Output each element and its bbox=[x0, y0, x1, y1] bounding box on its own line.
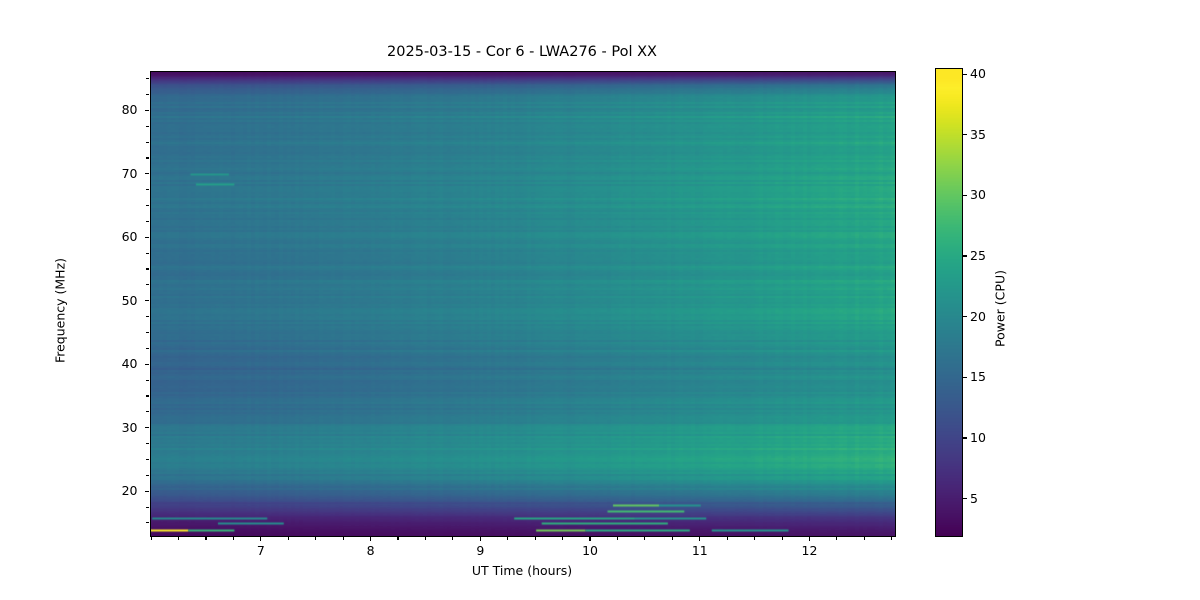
y-axis-minor-tick bbox=[145, 125, 149, 127]
x-axis-label: UT Time (hours) bbox=[471, 563, 573, 578]
y-axis-tick bbox=[144, 109, 149, 111]
x-axis-minor-tick bbox=[534, 536, 536, 540]
y-axis-minor-tick bbox=[145, 458, 149, 460]
y-axis-tick bbox=[144, 363, 149, 365]
x-axis-tick bbox=[589, 536, 591, 541]
x-axis-tick-label: 7 bbox=[256, 543, 265, 558]
colorbar-label: Power (CPU) bbox=[992, 270, 1008, 347]
y-axis-minor-tick bbox=[145, 316, 149, 318]
y-axis-minor-tick bbox=[145, 284, 149, 286]
x-axis-minor-tick bbox=[424, 536, 426, 540]
y-axis-tick bbox=[144, 490, 149, 492]
colorbar-tick bbox=[962, 316, 967, 318]
x-axis-minor-tick bbox=[754, 536, 756, 540]
colorbar-tick bbox=[962, 194, 967, 196]
y-axis-minor-tick bbox=[145, 522, 149, 524]
x-axis-minor-tick bbox=[342, 536, 344, 540]
y-axis-tick-label: 60 bbox=[121, 229, 138, 245]
x-axis-tick bbox=[479, 536, 481, 541]
x-axis-minor-tick bbox=[891, 536, 893, 540]
x-axis-tick bbox=[699, 536, 701, 541]
colorbar-tick bbox=[962, 376, 967, 378]
x-axis-tick bbox=[370, 536, 372, 541]
y-axis-minor-tick bbox=[145, 347, 149, 349]
spectrogram-image bbox=[151, 72, 895, 536]
y-axis-tick bbox=[144, 236, 149, 238]
x-axis-minor-tick bbox=[315, 536, 317, 540]
colorbar-tick bbox=[962, 255, 967, 257]
x-axis-minor-tick bbox=[644, 536, 646, 540]
x-axis-minor-tick bbox=[287, 536, 289, 540]
colorbar-tick-label: 10 bbox=[970, 429, 986, 445]
x-axis-tick bbox=[808, 536, 811, 541]
y-axis-tick bbox=[144, 427, 149, 429]
y-axis-tick bbox=[144, 173, 149, 175]
x-axis-minor-tick bbox=[726, 536, 728, 540]
x-axis-minor-tick bbox=[452, 536, 454, 540]
colorbar-tick-label: 25 bbox=[970, 248, 986, 263]
y-axis-minor-tick bbox=[145, 189, 149, 191]
colorbar-tick-label: 40 bbox=[970, 66, 986, 82]
y-axis-minor-tick bbox=[145, 205, 149, 207]
colorbar-tick bbox=[962, 134, 967, 136]
y-axis-minor-tick bbox=[145, 379, 149, 381]
y-axis-minor-tick bbox=[145, 411, 149, 413]
x-axis-minor-tick bbox=[562, 536, 564, 540]
y-axis-minor-tick bbox=[145, 506, 149, 508]
colorbar-gradient bbox=[936, 69, 962, 536]
y-axis-minor-tick bbox=[145, 252, 149, 254]
y-axis-tick bbox=[144, 300, 149, 302]
chart-title: 2025-03-15 - Cor 6 - LWA276 - Pol XX bbox=[387, 44, 657, 60]
x-axis-minor-tick bbox=[177, 536, 180, 540]
y-axis-minor-tick bbox=[145, 93, 149, 96]
y-axis-minor-tick bbox=[145, 443, 149, 445]
y-axis-tick-label: 40 bbox=[121, 356, 138, 372]
colorbar-tick-label: 5 bbox=[970, 490, 978, 506]
x-axis-minor-tick bbox=[616, 536, 618, 540]
colorbar-axes bbox=[935, 68, 963, 537]
x-axis-minor-tick bbox=[671, 536, 673, 540]
spectrogram-axes bbox=[150, 71, 896, 537]
y-axis-label: Frequency (MHz) bbox=[52, 257, 68, 364]
x-axis-minor-tick bbox=[781, 536, 783, 540]
y-axis-tick-label: 50 bbox=[121, 292, 138, 308]
colorbar-tick bbox=[962, 437, 967, 439]
colorbar-tick-label: 15 bbox=[970, 369, 986, 385]
x-axis-minor-tick bbox=[836, 536, 838, 540]
y-axis-minor-tick bbox=[145, 78, 149, 80]
y-axis-minor-tick bbox=[145, 220, 149, 222]
x-axis-minor-tick bbox=[232, 536, 234, 540]
y-axis-tick-label: 20 bbox=[121, 483, 138, 499]
y-axis-minor-tick bbox=[145, 268, 149, 270]
x-axis-tick-label: 8 bbox=[366, 543, 375, 558]
x-axis-tick-label: 9 bbox=[476, 543, 485, 558]
x-axis-minor-tick bbox=[397, 536, 399, 540]
x-axis-tick-label: 11 bbox=[691, 543, 708, 558]
x-axis-minor-tick bbox=[205, 536, 207, 540]
colorbar-tick bbox=[962, 73, 967, 75]
x-axis-tick-label: 12 bbox=[801, 543, 818, 558]
y-axis-minor-tick bbox=[145, 157, 149, 159]
colorbar-tick-label: 30 bbox=[970, 187, 986, 203]
x-axis-minor-tick bbox=[150, 536, 152, 540]
y-axis-tick-label: 30 bbox=[121, 419, 138, 435]
y-axis-tick-label: 80 bbox=[121, 102, 138, 118]
x-axis-minor-tick bbox=[863, 536, 865, 540]
x-axis-minor-tick bbox=[507, 536, 509, 540]
x-axis-tick-label: 10 bbox=[582, 543, 598, 558]
y-axis-minor-tick bbox=[145, 395, 149, 397]
y-axis-minor-tick bbox=[145, 474, 149, 476]
colorbar-tick bbox=[962, 498, 967, 500]
x-axis-tick bbox=[260, 536, 262, 541]
colorbar-tick-label: 20 bbox=[970, 308, 986, 324]
y-axis-tick-label: 70 bbox=[121, 165, 138, 181]
colorbar-tick-label: 35 bbox=[970, 126, 986, 142]
y-axis-minor-tick bbox=[145, 331, 149, 334]
y-axis-minor-tick bbox=[145, 141, 149, 143]
